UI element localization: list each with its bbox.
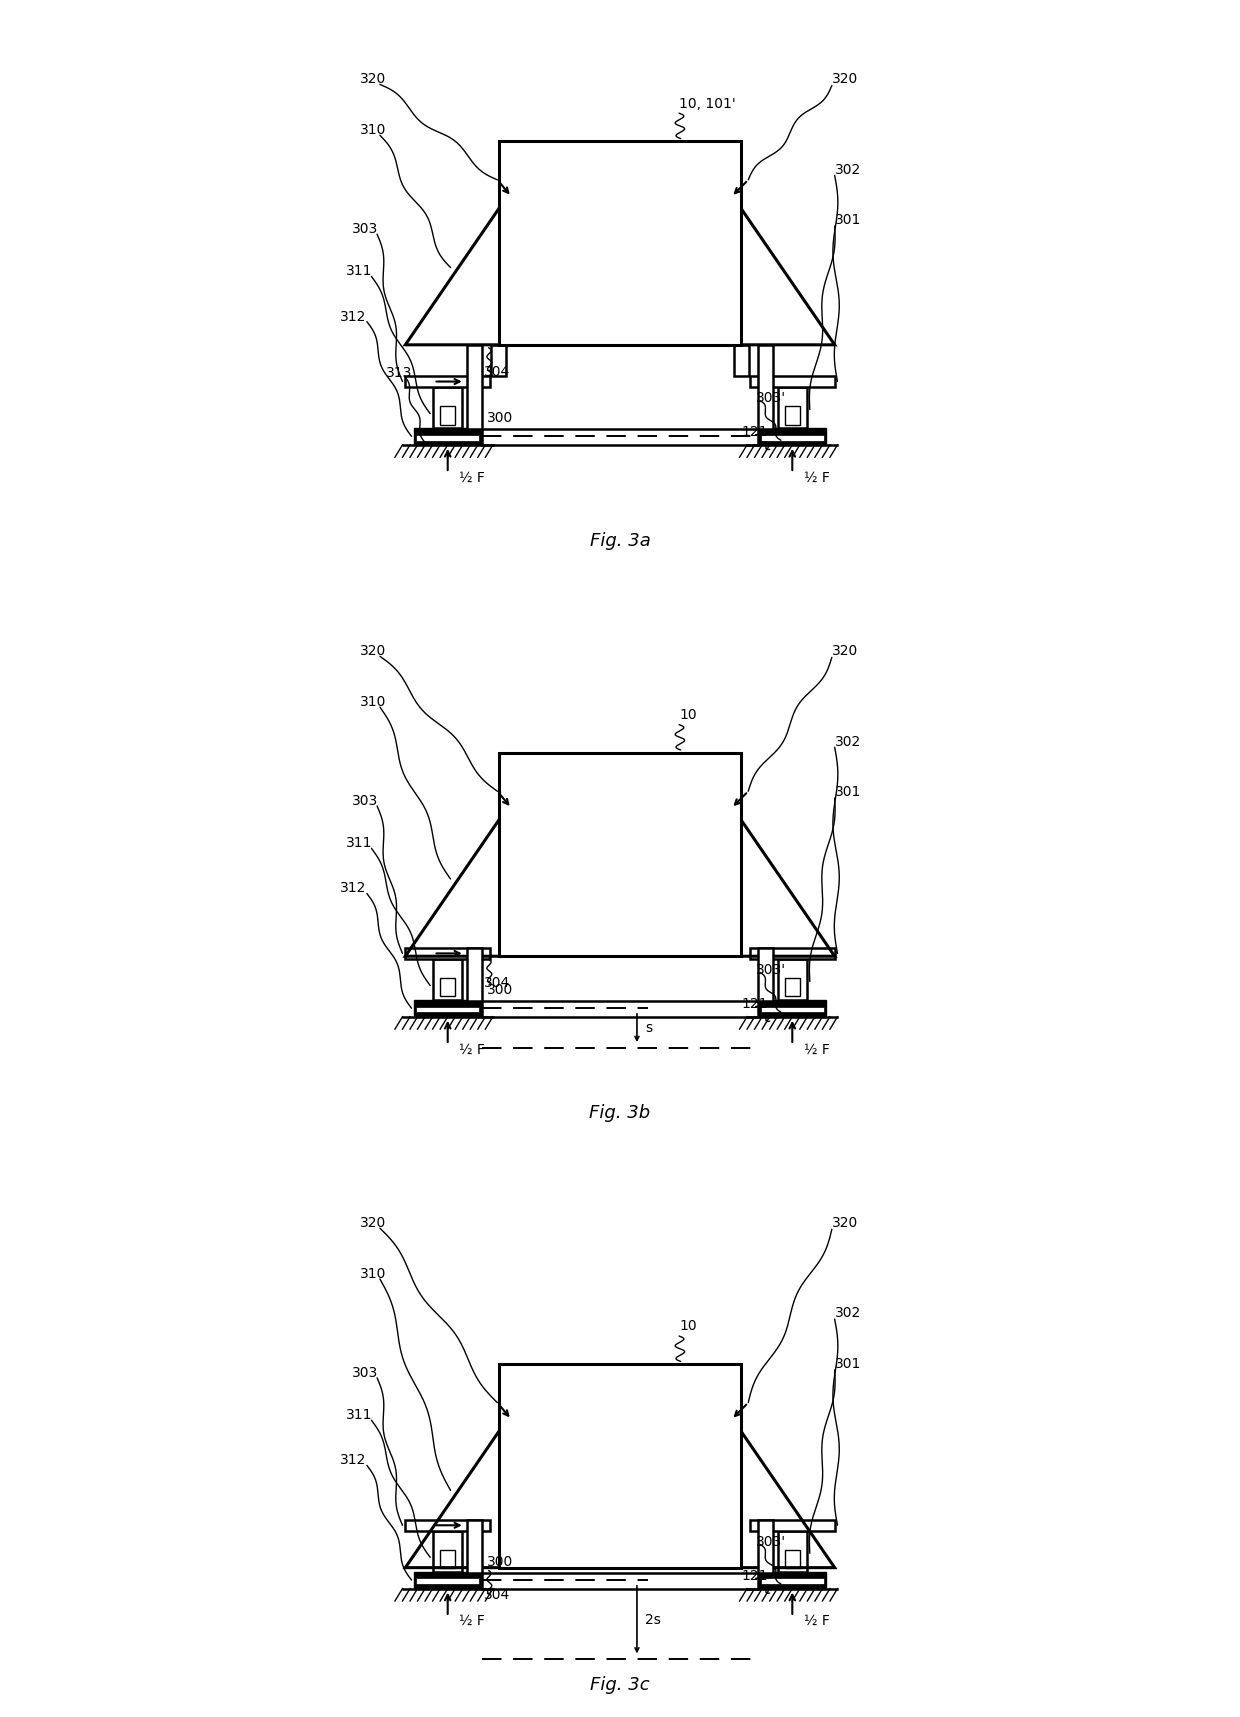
Bar	[785, 407, 800, 424]
Text: ½ F: ½ F	[804, 1614, 830, 1628]
Text: 311: 311	[346, 836, 372, 850]
Bar	[440, 979, 455, 996]
Text: 303': 303'	[755, 391, 786, 405]
Text: 313: 313	[386, 366, 412, 379]
Text: s: s	[646, 1022, 652, 1035]
Bar	[440, 407, 455, 424]
Text: 302: 302	[835, 163, 861, 177]
Text: 320: 320	[360, 1216, 387, 1229]
Bar	[414, 1571, 481, 1588]
Text: 312: 312	[340, 309, 367, 323]
Bar	[481, 1573, 759, 1588]
Text: 320: 320	[360, 72, 387, 86]
Text: 2s: 2s	[646, 1612, 661, 1626]
Bar	[498, 1365, 742, 1568]
Bar	[417, 434, 480, 441]
Text: 300: 300	[487, 410, 513, 426]
Text: 300: 300	[487, 984, 513, 998]
Bar	[481, 1001, 759, 1016]
Text: 121: 121	[742, 998, 768, 1011]
Text: Fig. 3c: Fig. 3c	[590, 1676, 650, 1695]
Bar	[759, 1571, 826, 1588]
Bar	[467, 345, 481, 429]
Bar	[734, 345, 749, 376]
Text: ½ F: ½ F	[804, 470, 830, 484]
Text: 121: 121	[742, 1569, 768, 1583]
Bar	[759, 428, 826, 445]
Text: 312: 312	[340, 1453, 367, 1468]
Bar	[467, 948, 481, 1001]
Text: 302: 302	[835, 735, 861, 749]
Bar	[414, 428, 481, 445]
Bar	[777, 960, 807, 999]
Text: Fig. 3b: Fig. 3b	[589, 1104, 651, 1123]
Bar	[440, 1550, 455, 1568]
Text: 301: 301	[835, 785, 861, 800]
Bar	[750, 376, 835, 388]
Text: 300: 300	[487, 1556, 513, 1569]
Text: 303': 303'	[755, 963, 786, 977]
Text: 301: 301	[835, 1356, 861, 1372]
Bar	[417, 1578, 480, 1585]
Text: 303: 303	[352, 221, 378, 235]
Text: 310: 310	[360, 1267, 387, 1281]
Bar	[750, 1520, 835, 1532]
Text: 10, 101': 10, 101'	[680, 96, 735, 110]
Text: 121: 121	[742, 426, 768, 440]
Bar	[759, 999, 826, 1016]
Bar	[750, 948, 835, 960]
Bar	[760, 1578, 823, 1585]
Text: 304: 304	[485, 977, 511, 991]
Text: 320: 320	[832, 644, 858, 658]
Text: 310: 310	[360, 695, 387, 709]
Bar	[414, 999, 481, 1016]
Bar	[498, 752, 742, 956]
Bar	[405, 1520, 490, 1532]
Bar	[777, 1532, 807, 1571]
Bar	[785, 1550, 800, 1568]
Text: 301: 301	[835, 213, 861, 227]
Bar	[467, 1520, 481, 1573]
Bar	[760, 1006, 823, 1013]
Bar	[433, 388, 463, 428]
Bar	[759, 345, 773, 429]
Bar	[759, 1520, 773, 1573]
Text: 304: 304	[485, 366, 511, 379]
Text: 303': 303'	[755, 1535, 786, 1549]
Text: ½ F: ½ F	[804, 1042, 830, 1056]
Bar	[433, 960, 463, 999]
Bar	[433, 1532, 463, 1571]
Bar	[759, 948, 773, 1001]
Bar	[498, 141, 742, 345]
Text: ½ F: ½ F	[459, 1042, 485, 1056]
Text: ½ F: ½ F	[459, 470, 485, 484]
Text: 10: 10	[680, 707, 697, 721]
Bar	[405, 376, 490, 388]
Bar	[405, 948, 490, 960]
Bar	[491, 345, 506, 376]
Text: ½ F: ½ F	[459, 1614, 485, 1628]
Text: 320: 320	[832, 72, 858, 86]
Text: 320: 320	[832, 1216, 858, 1229]
Text: 303: 303	[352, 1365, 378, 1380]
Text: 311: 311	[346, 1408, 372, 1422]
Text: 310: 310	[360, 124, 387, 137]
Bar	[417, 1006, 480, 1013]
Bar	[777, 388, 807, 428]
Text: 10: 10	[680, 1319, 697, 1334]
Text: 311: 311	[346, 264, 372, 278]
Bar	[785, 979, 800, 996]
Bar	[481, 429, 759, 445]
Text: 302: 302	[835, 1307, 861, 1320]
Text: Fig. 3a: Fig. 3a	[590, 532, 650, 551]
Text: 320: 320	[360, 644, 387, 658]
Text: 303: 303	[352, 793, 378, 807]
Text: 312: 312	[340, 881, 367, 895]
Text: 304: 304	[485, 1588, 511, 1602]
Bar	[760, 434, 823, 441]
